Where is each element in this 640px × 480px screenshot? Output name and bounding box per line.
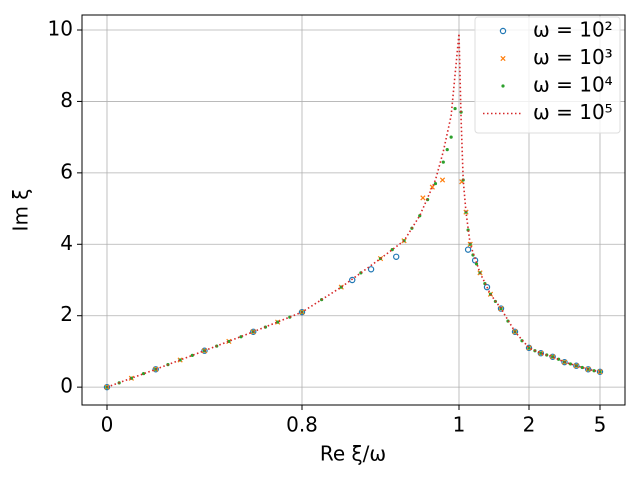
y-tick-label: 6 bbox=[60, 159, 73, 183]
x-tick-label: 0.8 bbox=[286, 413, 318, 437]
data-point bbox=[483, 283, 491, 291]
data-point bbox=[390, 248, 394, 252]
data-point bbox=[393, 253, 400, 260]
data-point bbox=[445, 148, 449, 152]
data-point bbox=[349, 276, 356, 284]
data-point bbox=[596, 368, 604, 375]
data-point bbox=[525, 344, 533, 352]
data-point bbox=[367, 266, 375, 273]
data-point bbox=[464, 246, 472, 253]
x-tick-label: 5 bbox=[594, 413, 607, 437]
legend-box bbox=[474, 16, 621, 134]
data-line bbox=[106, 33, 601, 388]
data-point bbox=[584, 366, 592, 373]
x-tick-label: 0 bbox=[101, 413, 114, 437]
x-axis-label: Re ξ/ω bbox=[320, 442, 386, 466]
data-point bbox=[568, 362, 573, 366]
data-point bbox=[201, 347, 208, 354]
data-point bbox=[561, 358, 568, 366]
data-point bbox=[433, 181, 438, 186]
plot-frame bbox=[81, 14, 626, 406]
data-point bbox=[103, 383, 111, 391]
data-point bbox=[449, 135, 453, 139]
data-point bbox=[250, 328, 257, 335]
data-point bbox=[497, 305, 505, 312]
y-tick-label: 8 bbox=[60, 88, 73, 112]
data-point bbox=[420, 195, 426, 201]
data-point bbox=[474, 262, 479, 266]
x-tick-label: 2 bbox=[523, 413, 536, 437]
data-point bbox=[453, 106, 457, 111]
legend-swatch bbox=[501, 84, 505, 88]
y-tick-label: 4 bbox=[60, 231, 73, 255]
x-tick-label: 1 bbox=[453, 413, 466, 437]
data-point bbox=[441, 160, 445, 164]
legend-label: ω = 10⁵ bbox=[533, 100, 613, 124]
data-point bbox=[276, 320, 280, 324]
y-tick-label: 10 bbox=[48, 17, 73, 41]
data-point bbox=[537, 350, 545, 357]
data-point bbox=[439, 177, 446, 183]
legend-swatch bbox=[499, 27, 507, 35]
legend: ω = 10² ω = 10³ ω = 10⁴ ω = 10⁵ bbox=[474, 16, 621, 134]
legend-label: ω = 10² bbox=[533, 18, 613, 42]
legend-label: ω = 10³ bbox=[533, 45, 613, 69]
y-tick-label: 0 bbox=[60, 374, 73, 398]
y-tick-label: 2 bbox=[60, 302, 73, 326]
data-point bbox=[152, 366, 159, 373]
y-axis-label: Im ξ bbox=[9, 189, 33, 232]
legend-swatch bbox=[500, 55, 506, 62]
data-point bbox=[511, 328, 519, 335]
data-point bbox=[298, 308, 306, 316]
data-point bbox=[573, 362, 580, 369]
legend-label: ω = 10⁴ bbox=[533, 73, 613, 97]
